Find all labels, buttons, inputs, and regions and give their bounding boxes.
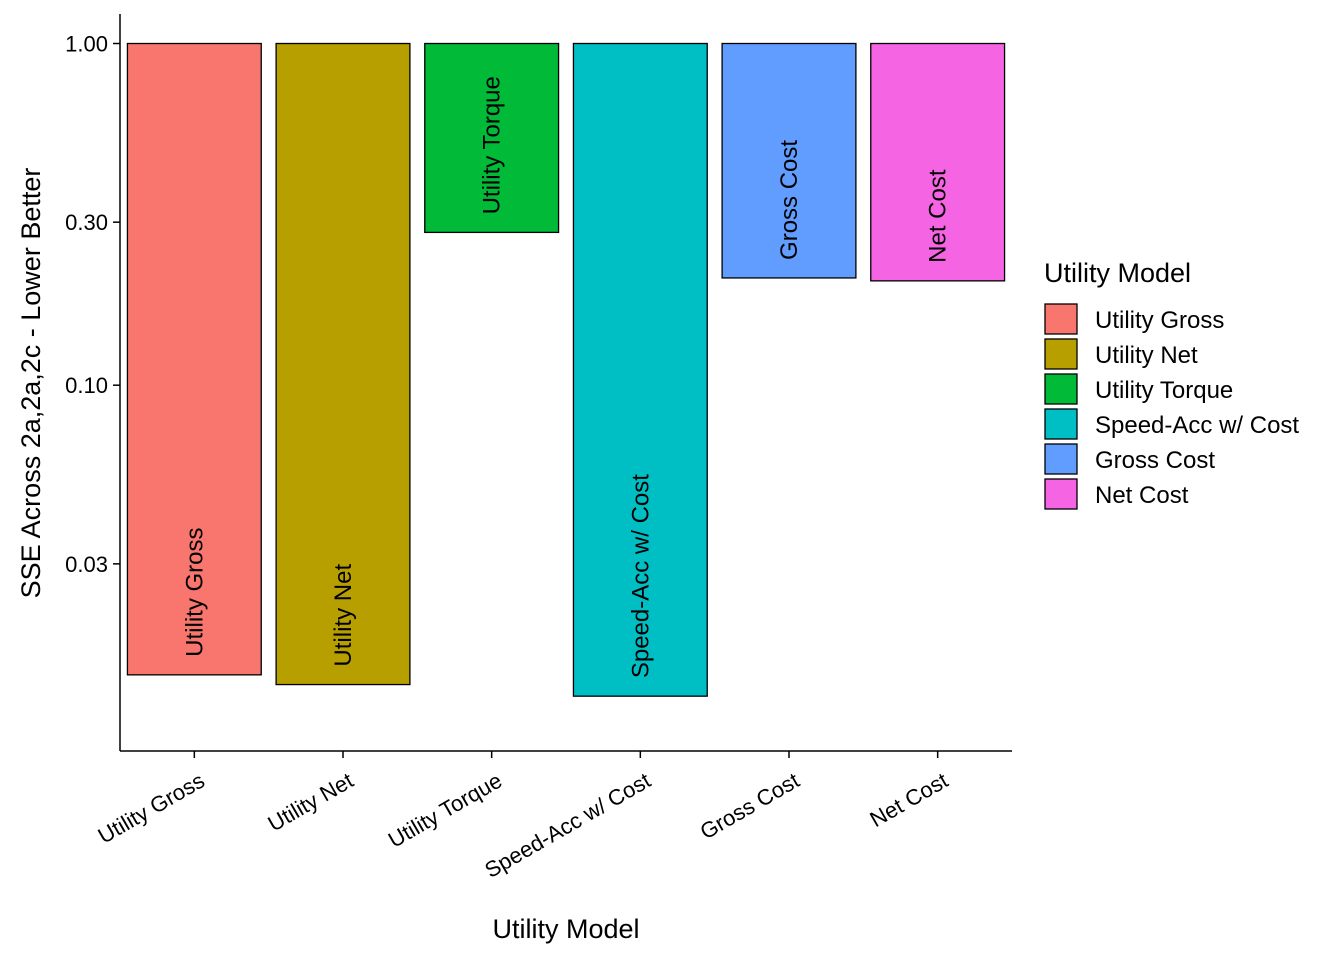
bar-utility-torque	[424, 42, 560, 234]
legend-swatch	[1044, 373, 1078, 405]
x-tick-label: Utility Torque	[384, 768, 506, 853]
legend-label: Net Cost	[1095, 482, 1189, 509]
legend-items: Utility Gross Utility Net Utility Torque Sp…	[1044, 303, 1299, 510]
y-ticks-layer: 1.00 0.30 0.10 0.03	[65, 32, 120, 577]
y-tick-label: 0.30	[65, 210, 108, 235]
legend-label: Utility Net	[1095, 342, 1198, 369]
bar-utility-gross	[126, 42, 262, 676]
bar-gross-cost	[721, 42, 857, 279]
y-axis-title: SSE Across 2a,2a,2c - Lower Better	[16, 168, 46, 599]
y-tick-label: 0.03	[65, 552, 108, 577]
bars-layer: Utility Gross Utility Net Utility Torque Sp…	[126, 42, 1006, 697]
bar-utility-net	[275, 42, 411, 686]
bar-label: Utility Torque	[479, 76, 506, 214]
x-tick-label: Gross Cost	[696, 768, 804, 845]
bar-label: Net Cost	[925, 169, 952, 263]
bar-speed-acc-w-cost	[572, 42, 708, 697]
y-tick-label: 0.10	[65, 373, 108, 398]
legend-label: Gross Cost	[1095, 447, 1215, 474]
x-axis-title: Utility Model	[492, 914, 639, 944]
legend-swatch	[1044, 478, 1078, 510]
bar-label: Utility Gross	[181, 528, 208, 657]
legend-swatch	[1044, 443, 1078, 475]
legend-swatch	[1044, 408, 1078, 440]
x-tick-label: Net Cost	[866, 768, 953, 832]
legend-label: Speed-Acc w/ Cost	[1095, 412, 1299, 439]
legend-title: Utility Model	[1044, 258, 1191, 288]
bar-label: Speed-Acc w/ Cost	[627, 474, 654, 678]
legend-label: Utility Torque	[1095, 377, 1233, 404]
legend-label: Utility Gross	[1095, 307, 1224, 334]
bar-net-cost	[870, 42, 1006, 282]
x-tick-label: Speed-Acc w/ Cost	[480, 768, 655, 883]
legend-swatch	[1044, 303, 1078, 335]
x-tick-label: Utility Gross	[94, 768, 209, 849]
legend-swatch	[1044, 338, 1078, 370]
x-tick-label: Utility Net	[263, 768, 357, 837]
bar-label: Utility Net	[330, 564, 357, 667]
axes-layer	[119, 14, 1012, 752]
x-ticks-layer: Utility Gross Utility Net Utility TorqueSp…	[94, 751, 953, 883]
y-tick-label: 1.00	[65, 32, 108, 57]
bar-label: Gross Cost	[776, 140, 803, 260]
